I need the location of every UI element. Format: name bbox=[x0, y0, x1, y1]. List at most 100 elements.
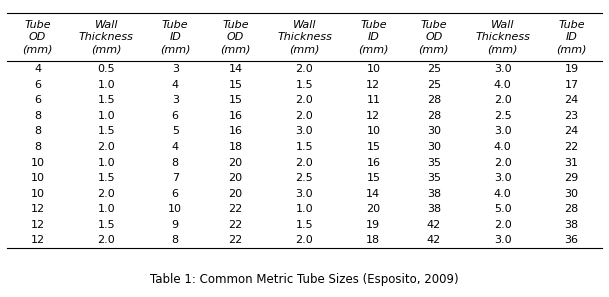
Text: 2.5: 2.5 bbox=[494, 111, 512, 121]
Text: 20: 20 bbox=[366, 204, 381, 214]
Text: 8: 8 bbox=[34, 142, 41, 152]
Text: 10: 10 bbox=[168, 204, 182, 214]
Text: Wall
Thickness
(mm): Wall Thickness (mm) bbox=[475, 20, 530, 54]
Text: 29: 29 bbox=[565, 173, 579, 183]
Text: Wall
Thickness
(mm): Wall Thickness (mm) bbox=[277, 20, 332, 54]
Text: 9: 9 bbox=[172, 220, 179, 230]
Text: Table 1: Common Metric Tube Sizes (Esposito, 2009): Table 1: Common Metric Tube Sizes (Espos… bbox=[150, 273, 459, 286]
Text: 12: 12 bbox=[30, 235, 44, 245]
Text: 14: 14 bbox=[228, 64, 243, 74]
Text: Tube
OD
(mm): Tube OD (mm) bbox=[220, 20, 251, 54]
Text: 0.5: 0.5 bbox=[97, 64, 115, 74]
Text: 1.5: 1.5 bbox=[97, 95, 115, 105]
Text: 30: 30 bbox=[565, 189, 579, 199]
Text: 20: 20 bbox=[228, 173, 243, 183]
Text: 3.0: 3.0 bbox=[494, 173, 512, 183]
Text: 25: 25 bbox=[427, 80, 441, 90]
Text: 1.5: 1.5 bbox=[296, 80, 313, 90]
Text: 6: 6 bbox=[172, 111, 178, 121]
Text: 20: 20 bbox=[228, 189, 243, 199]
Text: 4.0: 4.0 bbox=[494, 80, 512, 90]
Text: 4: 4 bbox=[172, 142, 179, 152]
Text: 2.0: 2.0 bbox=[494, 95, 512, 105]
Text: 2.0: 2.0 bbox=[97, 235, 115, 245]
Text: 35: 35 bbox=[427, 173, 441, 183]
Text: Tube
ID
(mm): Tube ID (mm) bbox=[358, 20, 389, 54]
Text: 15: 15 bbox=[228, 80, 242, 90]
Text: 16: 16 bbox=[367, 157, 381, 168]
Text: 15: 15 bbox=[367, 142, 381, 152]
Text: Tube
ID
(mm): Tube ID (mm) bbox=[160, 20, 191, 54]
Text: 28: 28 bbox=[427, 111, 441, 121]
Text: 1.5: 1.5 bbox=[97, 220, 115, 230]
Text: 19: 19 bbox=[565, 64, 579, 74]
Text: 12: 12 bbox=[30, 204, 44, 214]
Text: 3.0: 3.0 bbox=[494, 127, 512, 136]
Text: 2.0: 2.0 bbox=[97, 142, 115, 152]
Text: 17: 17 bbox=[565, 80, 579, 90]
Text: Tube
OD
(mm): Tube OD (mm) bbox=[418, 20, 449, 54]
Text: 23: 23 bbox=[565, 111, 579, 121]
Text: 30: 30 bbox=[427, 142, 441, 152]
Text: 1.0: 1.0 bbox=[97, 80, 115, 90]
Text: 2.0: 2.0 bbox=[494, 220, 512, 230]
Text: 8: 8 bbox=[172, 157, 179, 168]
Text: 12: 12 bbox=[30, 220, 44, 230]
Text: 28: 28 bbox=[427, 95, 441, 105]
Text: 1.0: 1.0 bbox=[97, 204, 115, 214]
Text: 1.0: 1.0 bbox=[97, 111, 115, 121]
Text: Wall
Thickness
(mm): Wall Thickness (mm) bbox=[79, 20, 134, 54]
Text: 18: 18 bbox=[228, 142, 243, 152]
Text: 22: 22 bbox=[565, 142, 579, 152]
Text: 20: 20 bbox=[228, 157, 243, 168]
Text: 3.0: 3.0 bbox=[296, 189, 313, 199]
Text: 3.0: 3.0 bbox=[494, 64, 512, 74]
Text: 22: 22 bbox=[228, 220, 243, 230]
Text: 38: 38 bbox=[565, 220, 579, 230]
Text: 24: 24 bbox=[565, 95, 579, 105]
Text: 8: 8 bbox=[34, 127, 41, 136]
Text: 2.0: 2.0 bbox=[494, 157, 512, 168]
Text: 12: 12 bbox=[366, 111, 381, 121]
Text: 1.5: 1.5 bbox=[97, 173, 115, 183]
Text: 10: 10 bbox=[367, 127, 381, 136]
Text: 2.5: 2.5 bbox=[295, 173, 314, 183]
Text: 31: 31 bbox=[565, 157, 579, 168]
Text: 6: 6 bbox=[172, 189, 178, 199]
Text: 22: 22 bbox=[228, 235, 243, 245]
Text: 2.0: 2.0 bbox=[97, 189, 115, 199]
Text: 36: 36 bbox=[565, 235, 579, 245]
Text: 11: 11 bbox=[367, 95, 381, 105]
Text: 14: 14 bbox=[366, 189, 381, 199]
Text: 25: 25 bbox=[427, 64, 441, 74]
Text: 2.0: 2.0 bbox=[295, 95, 314, 105]
Text: 4.0: 4.0 bbox=[494, 142, 512, 152]
Text: 30: 30 bbox=[427, 127, 441, 136]
Text: 10: 10 bbox=[30, 189, 44, 199]
Text: 7: 7 bbox=[172, 173, 179, 183]
Text: 1.5: 1.5 bbox=[296, 220, 313, 230]
Text: 3.0: 3.0 bbox=[494, 235, 512, 245]
Text: 6: 6 bbox=[34, 80, 41, 90]
Text: Tube
OD
(mm): Tube OD (mm) bbox=[23, 20, 53, 54]
Text: 8: 8 bbox=[172, 235, 179, 245]
Text: 1.5: 1.5 bbox=[296, 142, 313, 152]
Text: 19: 19 bbox=[366, 220, 381, 230]
Text: 3: 3 bbox=[172, 95, 178, 105]
Text: 22: 22 bbox=[228, 204, 243, 214]
Text: 28: 28 bbox=[565, 204, 579, 214]
Text: 1.5: 1.5 bbox=[97, 127, 115, 136]
Text: 4: 4 bbox=[172, 80, 179, 90]
Text: 24: 24 bbox=[565, 127, 579, 136]
Text: 15: 15 bbox=[228, 95, 242, 105]
Text: 2.0: 2.0 bbox=[295, 235, 314, 245]
Text: 35: 35 bbox=[427, 157, 441, 168]
Text: 38: 38 bbox=[427, 189, 441, 199]
Text: 10: 10 bbox=[30, 157, 44, 168]
Text: 2.0: 2.0 bbox=[295, 111, 314, 121]
Text: 1.0: 1.0 bbox=[97, 157, 115, 168]
Text: 1.0: 1.0 bbox=[296, 204, 313, 214]
Text: 5: 5 bbox=[172, 127, 178, 136]
Text: 38: 38 bbox=[427, 204, 441, 214]
Text: 10: 10 bbox=[367, 64, 381, 74]
